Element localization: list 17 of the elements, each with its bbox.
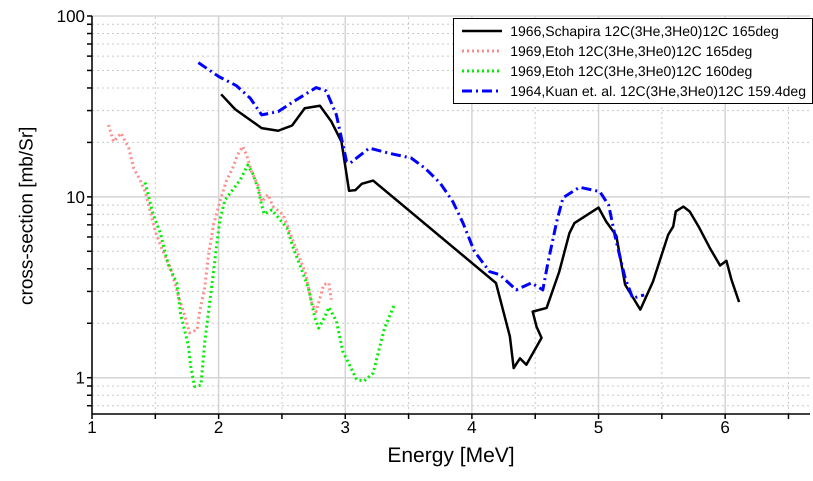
x-tick-label: 2 [214, 418, 224, 438]
legend-label: 1969,Etoh 12C(3He,3He0)12C 165deg [510, 42, 752, 61]
x-tick-label: 4 [467, 418, 477, 438]
y-tick-label: 1 [76, 368, 85, 388]
y-axis-title: cross-section [mb/Sr] [16, 126, 38, 305]
y-tick-label: 100 [56, 7, 85, 26]
line-series [144, 164, 396, 388]
y-tick-label: 10 [66, 188, 85, 207]
legend-label: 1964,Kuan et. al. 12C(3He,3He0)12C 159.4deg [510, 82, 806, 101]
x-axis-title: Energy [MeV] [387, 444, 515, 467]
x-tick-label: 5 [594, 418, 604, 438]
x-tick-label: 6 [720, 418, 730, 438]
legend-label: 1969,Etoh 12C(3He,3He0)12C 160deg [510, 62, 752, 81]
x-tick-label: 1 [87, 418, 97, 438]
legend-label: 1966,Schapira 12C(3He,3He0)12C 165deg [510, 22, 779, 41]
x-tick-label: 3 [340, 418, 350, 438]
line-series [106, 123, 333, 334]
